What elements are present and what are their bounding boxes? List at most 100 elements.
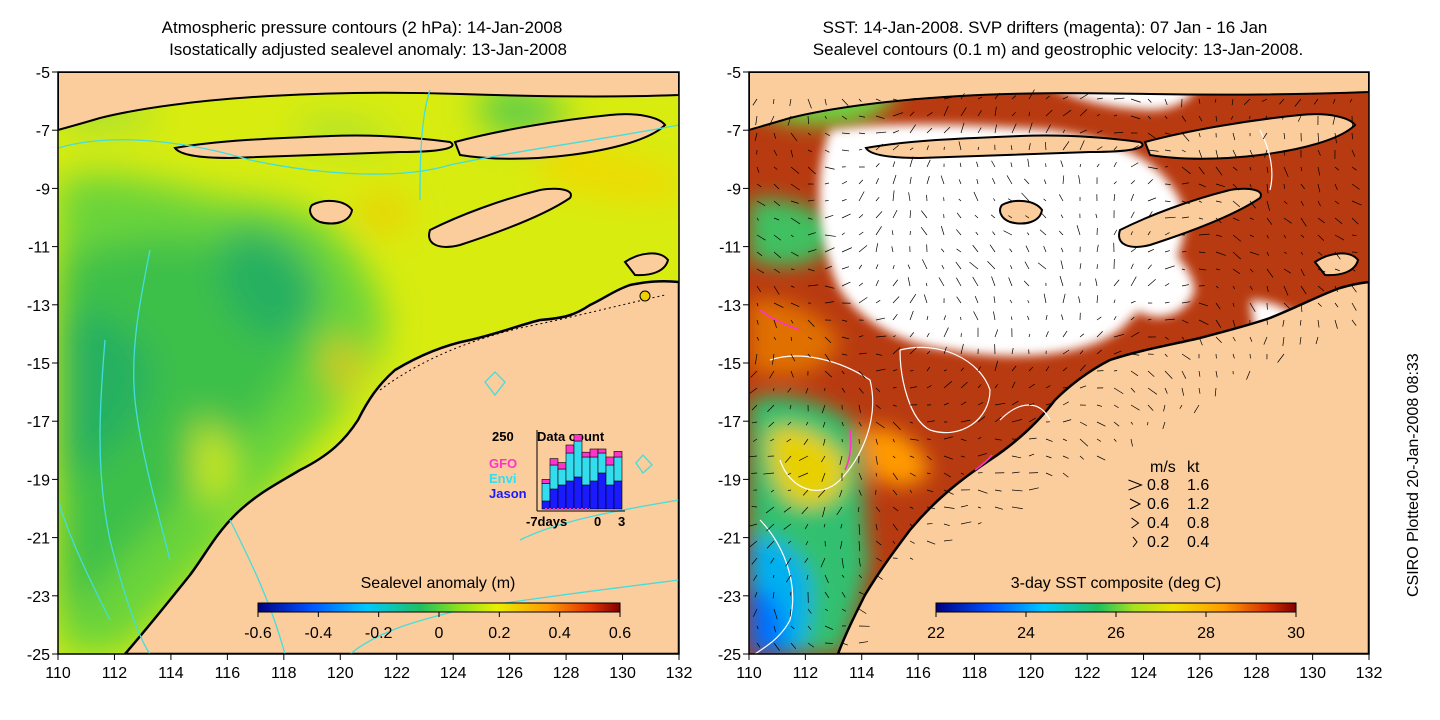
velocity-arrow xyxy=(1266,200,1270,211)
velocity-arrow xyxy=(1215,302,1221,310)
velocity-arrow xyxy=(1079,438,1089,447)
velocity-arrow xyxy=(1181,132,1190,142)
velocity-arrow xyxy=(841,319,848,322)
legend-gfo: GFO xyxy=(489,456,517,471)
velocity-arrow xyxy=(943,539,953,542)
velocity-arrow xyxy=(1130,231,1133,236)
velocity-arrow xyxy=(790,132,798,142)
velocity-arrow xyxy=(1249,268,1254,273)
velocity-arrow xyxy=(824,336,832,344)
velocity-arrow xyxy=(926,506,936,510)
velocity-arrow xyxy=(1130,387,1136,393)
velocity-arrow xyxy=(801,506,809,515)
velocity-arrow xyxy=(1164,265,1175,270)
velocity-arrow xyxy=(909,455,915,458)
velocity-arrow xyxy=(1261,98,1268,102)
left-map-field xyxy=(58,72,679,654)
velocity-arrow xyxy=(1317,183,1321,193)
velocity-arrow xyxy=(805,421,809,426)
velocity-arrow xyxy=(875,243,879,253)
velocity-arrow xyxy=(1283,251,1287,254)
velocity-arrow xyxy=(754,132,758,141)
velocity-arrow xyxy=(875,404,881,409)
velocity-arrow xyxy=(1266,285,1269,292)
velocity-arrow xyxy=(1181,182,1189,185)
left-xtick-label: 110 xyxy=(45,665,71,682)
right-ytick-label: -23 xyxy=(718,589,741,606)
velocity-arrow xyxy=(977,489,988,494)
velocity-arrow xyxy=(875,211,883,219)
velocity-arrow xyxy=(1113,350,1122,355)
data-count-bar-gfo xyxy=(541,479,551,484)
velocity-arrow xyxy=(773,149,778,156)
velocity-arrow xyxy=(977,110,982,117)
velocity-arrow xyxy=(858,214,864,219)
velocity-arrow xyxy=(1215,149,1219,159)
velocity-arrow xyxy=(858,540,861,552)
velocity-arrow xyxy=(940,175,945,185)
velocity-arrow xyxy=(824,199,829,202)
velocity-legend-kt: 0.8 xyxy=(1187,515,1209,532)
velocity-arrow xyxy=(1232,336,1236,342)
velocity-arrow xyxy=(943,381,952,389)
velocity-arrow xyxy=(841,232,845,236)
velocity-arrow xyxy=(823,438,826,446)
velocity-arrow xyxy=(1006,175,1013,185)
velocity-arrow xyxy=(1147,249,1154,253)
right-colorbar-label: 3-day SST composite (deg C) xyxy=(1011,575,1221,592)
velocity-arrow xyxy=(1215,370,1218,378)
velocity-arrow xyxy=(1028,366,1034,372)
velocity-arrow xyxy=(977,146,980,151)
velocity-legend-ms: 0.4 xyxy=(1147,515,1169,532)
velocity-arrow xyxy=(790,251,799,257)
velocity-arrow xyxy=(1147,132,1156,139)
data-count-bar-jason xyxy=(613,480,623,510)
colorbar-tick-label: 0 xyxy=(435,625,444,642)
velocity-arrow xyxy=(773,625,777,633)
velocity-arrow xyxy=(790,285,795,288)
velocity-arrow xyxy=(1011,347,1014,355)
velocity-arrow xyxy=(956,296,962,304)
velocity-arrow xyxy=(993,311,996,321)
velocity-arrow xyxy=(1351,268,1356,272)
data-count-bar-envi xyxy=(557,468,567,486)
velocity-arrow xyxy=(1045,124,1051,134)
velocity-arrow xyxy=(1198,132,1201,138)
right-ytick-label: -13 xyxy=(718,298,741,315)
velocity-arrow xyxy=(1096,295,1099,304)
velocity-arrow xyxy=(1008,277,1013,287)
velocity-arrow xyxy=(943,489,954,495)
right-xtick-label: 110 xyxy=(736,665,762,682)
right-axes: 110 112 114 116 118 120 122 124 126 128 130 132 -5 -… xyxy=(718,65,1383,682)
velocity-arrow xyxy=(841,132,850,135)
velocity-arrow xyxy=(1215,251,1227,256)
right-xtick-label: 114 xyxy=(849,665,875,682)
velocity-arrow xyxy=(841,213,851,219)
velocity-arrow xyxy=(751,421,758,424)
velocity-arrow xyxy=(1164,318,1175,321)
velocity-arrow xyxy=(1231,98,1234,106)
velocity-arrow xyxy=(989,244,996,253)
velocity-arrow xyxy=(991,276,996,287)
velocity-arrow xyxy=(807,268,815,272)
velocity-arrow xyxy=(1215,234,1223,237)
left-xtick-label: 112 xyxy=(102,665,128,682)
station-marker xyxy=(639,290,651,302)
velocity-arrow xyxy=(994,506,1003,510)
velocity-arrow xyxy=(1062,455,1069,459)
data-count-bar-jason xyxy=(541,500,551,510)
velocity-arrow xyxy=(822,506,826,518)
left-ytick-label: -25 xyxy=(27,647,50,664)
velocity-arrow xyxy=(1262,132,1268,140)
left-ytick-label: -15 xyxy=(27,356,50,373)
velocity-arrow xyxy=(790,183,800,191)
velocity-arrow xyxy=(1181,216,1189,219)
dotted-shelf-contour xyxy=(379,294,666,391)
velocity-arrow xyxy=(909,523,913,527)
velocity-arrow xyxy=(790,302,800,307)
velocity-arrow xyxy=(1045,314,1048,321)
left-xtick-label: 114 xyxy=(158,665,184,682)
velocity-arrow xyxy=(1028,417,1036,423)
velocity-arrow xyxy=(1130,316,1135,321)
